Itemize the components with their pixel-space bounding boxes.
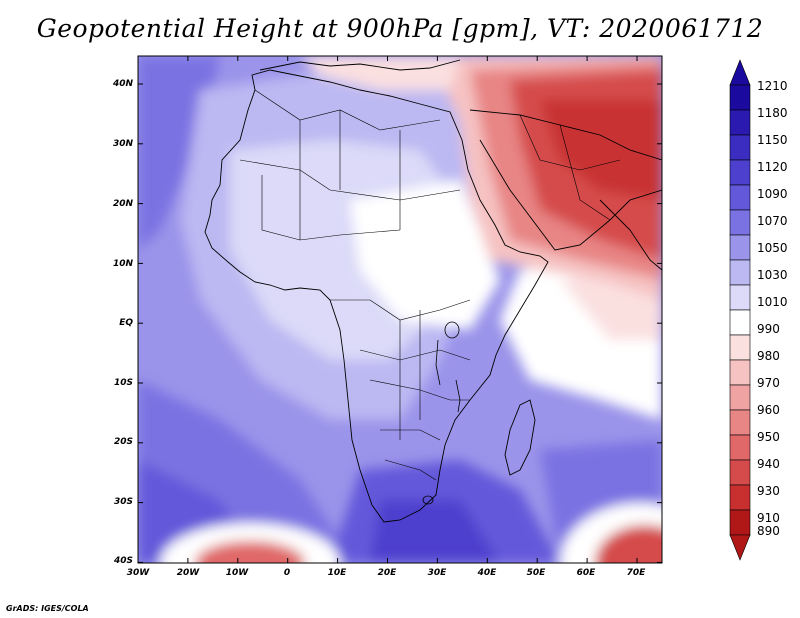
colorbar-label: 890 (757, 524, 780, 538)
colorbar-box (729, 384, 751, 411)
lon-label-50e: 50E (526, 568, 546, 578)
colorbar-boxes (729, 84, 751, 536)
colorbar-box (729, 84, 751, 111)
colorbar-label: 1050 (757, 241, 788, 255)
lon-label-20e: 20E (377, 568, 397, 578)
credit-text: GrADS: IGES/COLA (6, 604, 89, 613)
field-south-core (370, 500, 500, 563)
lat-label-30s: 30S (113, 497, 133, 507)
border-south-verticals (399, 310, 421, 440)
lon-label-10e: 10E (327, 568, 347, 578)
border-me2 (559, 124, 611, 221)
field-central-white (350, 180, 500, 330)
europe-coast (259, 59, 461, 71)
colorbar-box (729, 309, 751, 336)
lat-label-30n: 30N (112, 139, 133, 149)
africa-coast (204, 69, 549, 523)
lat-label-40n: 40N (112, 79, 133, 89)
colorbar-bottom-arrow (729, 534, 751, 561)
colorbar-box (729, 334, 751, 361)
colorbar-label: 1030 (757, 268, 788, 282)
colorbar-box (729, 459, 751, 486)
height-field (138, 56, 662, 563)
colorbar-box (729, 234, 751, 261)
colorbar-box (729, 359, 751, 386)
colorbar-box (729, 509, 751, 536)
colorbar-top-arrow (729, 59, 751, 86)
lon-label-20w: 20W (176, 568, 200, 578)
map-frame (137, 55, 663, 564)
colorbar-label: 1150 (757, 133, 788, 147)
colorbar-box (729, 209, 751, 236)
colorbar-label: 970 (757, 376, 780, 390)
lake-malawi (455, 379, 461, 413)
map-title: Geopotential Height at 900hPa [gpm], VT:… (36, 14, 764, 43)
colorbar-box (729, 409, 751, 436)
lat-label-20n: 20N (112, 199, 133, 209)
axis-ticks (137, 56, 662, 563)
arabia-coast (479, 139, 662, 251)
colorbar-box (729, 109, 751, 136)
border-n1 (254, 89, 441, 131)
lon-label-60e: 60E (576, 568, 596, 578)
lesotho (422, 495, 434, 505)
colorbar-box (729, 134, 751, 161)
border-verticals (299, 110, 401, 240)
colorbar-label: 910 (757, 511, 780, 525)
colorbar-box (729, 159, 751, 186)
colorbar-label: 930 (757, 484, 780, 498)
colorbar-label: 980 (757, 349, 780, 363)
colorbar-label: 1070 (757, 214, 788, 228)
colorbar-box (729, 434, 751, 461)
colorbar-label: 1090 (757, 187, 788, 201)
lat-label-10s: 10S (113, 378, 133, 388)
lat-label-10n: 10N (112, 259, 133, 269)
lon-label-70e: 70E (626, 568, 646, 578)
lakes (422, 321, 461, 505)
field-me-red3 (540, 100, 662, 200)
colorbar-box (729, 259, 751, 286)
border-me1 (519, 114, 621, 171)
field-europe-pink (300, 56, 460, 90)
colorbar-label: 1120 (757, 160, 788, 174)
lake-victoria (444, 321, 460, 339)
lat-label-20s: 20S (113, 437, 133, 447)
colorbar (729, 59, 751, 561)
lat-label-40s: 40S (113, 556, 133, 566)
border-south2 (380, 429, 441, 441)
colorbar-box (729, 184, 751, 211)
lon-label-40e: 40E (477, 568, 497, 578)
colorbar-label: 1010 (757, 295, 788, 309)
colorbar-label: 1180 (757, 106, 788, 120)
border-n2 (239, 159, 461, 201)
colorbar-label: 940 (757, 457, 780, 471)
lon-label-0: 0 (283, 568, 291, 578)
lake-tanganyika (435, 339, 441, 386)
lon-label-10w: 10W (225, 568, 249, 578)
colorbar-label: 1210 (757, 79, 788, 93)
lon-label-30w: 30W (126, 568, 150, 578)
india-coast (599, 199, 662, 271)
field-low-se (595, 525, 662, 563)
middle-east-coast (469, 109, 662, 161)
lat-label-eq: EQ (119, 318, 133, 328)
lon-label-30e: 30E (427, 568, 447, 578)
colorbar-label: 960 (757, 403, 780, 417)
coastlines (204, 59, 662, 523)
border-south3 (384, 459, 437, 481)
madagascar-coast (504, 399, 536, 476)
colorbar-box (729, 284, 751, 311)
colorbar-label: 990 (757, 322, 780, 336)
colorbar-label: 950 (757, 430, 780, 444)
field-low-sw (195, 541, 305, 563)
country-borders (239, 89, 621, 481)
colorbar-box (729, 484, 751, 511)
